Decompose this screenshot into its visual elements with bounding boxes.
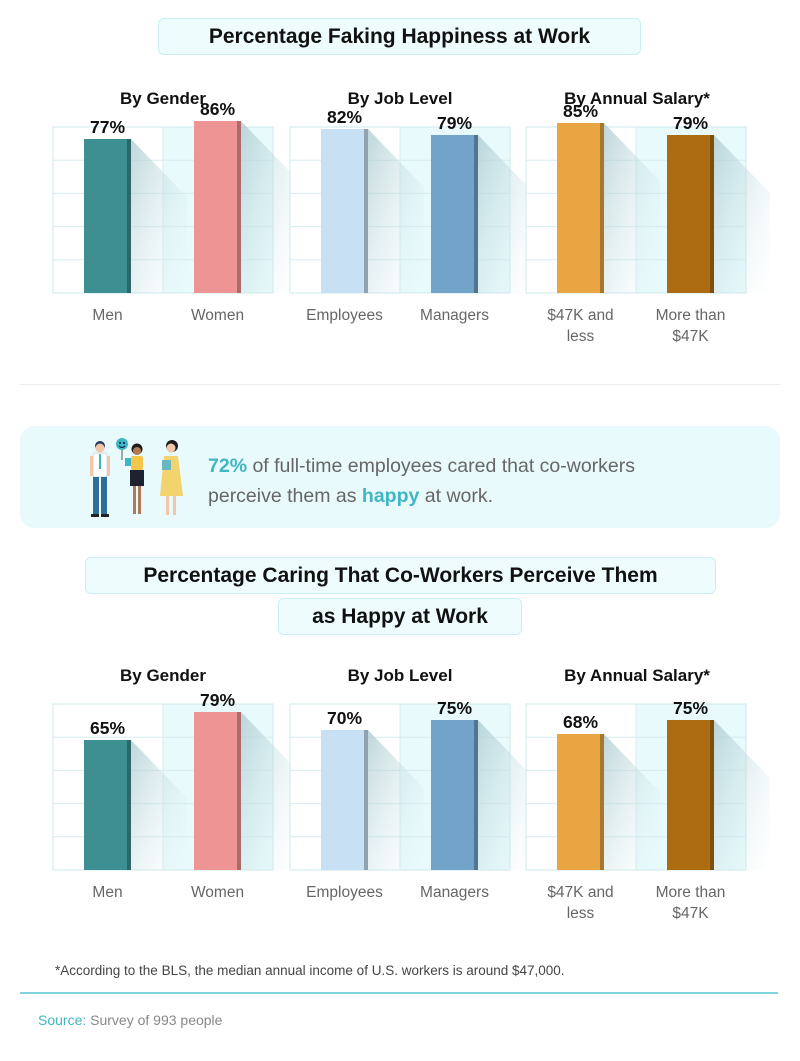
chart2-subtitle-gender: By Gender	[120, 666, 206, 685]
chart1-bar-shadow-0-1	[241, 121, 297, 293]
chart1-category-label-0-1: Women	[191, 307, 244, 324]
chart1-category-label-0-0: Men	[92, 307, 122, 324]
chart2-value-label-0-0: 65%	[90, 718, 125, 738]
callout-text: 72% of full-time employees cared that co…	[208, 451, 635, 511]
chart1-bar-1-1	[431, 135, 478, 293]
chart2-bar-shadow-1-1	[478, 720, 534, 870]
chart2-category-label-0-1: Women	[191, 884, 244, 901]
chart2-bar-0-0	[84, 740, 131, 870]
chart2-bar-shadow-0-1	[241, 712, 297, 870]
chart2-bar-1-1	[431, 720, 478, 870]
callout-text-b: perceive them as	[208, 485, 362, 507]
chart2-bar-2-1	[667, 720, 714, 870]
chart2-category-label-0-0: Men	[92, 884, 122, 901]
chart1-bar-0-0	[84, 139, 131, 293]
chart1-subtitle-job-level: By Job Level	[347, 89, 453, 108]
chart2-bar-1-0	[321, 730, 368, 870]
chart1-bar-edge-1-0	[364, 129, 368, 293]
callout-highlight: happy	[361, 485, 420, 507]
chart1-category-label-1-0: Employees	[306, 307, 383, 324]
chart2-bar-edge-0-1	[237, 712, 241, 870]
source-divider	[20, 992, 778, 994]
chart1-category-label-2-0: $47K and less	[547, 307, 613, 345]
source-label: Source:	[38, 1012, 87, 1028]
chart1-bar-shadow-1-0	[368, 129, 424, 293]
chart1-bar-edge-0-0	[127, 139, 131, 293]
chart1-bar-edge-2-1	[710, 135, 714, 293]
chart1-value-label-2-1: 79%	[673, 113, 708, 133]
chart2-bar-shadow-1-0	[368, 730, 424, 870]
callout-percent: 72%	[208, 455, 248, 477]
callout-text-c: at work.	[419, 485, 494, 507]
chart2-bar-edge-2-0	[600, 734, 604, 870]
chart2-bar-edge-1-1	[474, 720, 478, 870]
chart1-bar-edge-0-1	[237, 121, 241, 293]
chart2-category-label-1-0: Employees	[306, 884, 383, 901]
chart2-bar-edge-1-0	[364, 730, 368, 870]
source: Source: Survey of 993 people	[38, 1012, 222, 1028]
chart2-title-line2: as Happy at Work	[278, 598, 522, 635]
callout-text-a: of full-time employees cared that co-wor…	[247, 455, 636, 477]
chart2-plot: 65% Men 79% Women 70% Employees 75% Managers 68%…	[52, 690, 770, 922]
chart1-plot: 77% Men 86% Women 82% Employees 79% Managers 85%…	[52, 99, 770, 345]
chart1-bar-1-0	[321, 129, 368, 293]
chart2-value-label-2-1: 75%	[673, 698, 708, 718]
chart2-bar-shadow-2-1	[714, 720, 770, 870]
chart2-subtitle-job-level: By Job Level	[347, 666, 453, 685]
chart1-bar-2-0	[557, 123, 604, 293]
chart1-value-label-0-0: 77%	[90, 117, 125, 137]
chart2-bar-shadow-0-0	[131, 740, 187, 870]
chart1-title: Percentage Faking Happiness at Work	[158, 18, 641, 55]
chart2-title-line1: Percentage Caring That Co-Workers Percei…	[85, 557, 716, 594]
chart1-bar-shadow-0-0	[131, 139, 187, 293]
chart1-category-label-2-1: More than $47K	[656, 307, 726, 345]
chart1-value-label-1-1: 79%	[437, 113, 472, 133]
chart1-bar-0-1	[194, 121, 241, 293]
chart1-value-label-2-0: 85%	[563, 101, 598, 121]
footnote: *According to the BLS, the median annual…	[55, 963, 565, 978]
chart2-subtitle-salary: By Annual Salary*	[564, 666, 710, 685]
chart2-bar-edge-2-1	[710, 720, 714, 870]
chart1-bar-shadow-1-1	[478, 135, 534, 293]
chart1-bar-edge-1-1	[474, 135, 478, 293]
chart2-value-label-1-1: 75%	[437, 698, 472, 718]
chart2-bar-shadow-2-0	[604, 734, 660, 870]
chart1-bar-shadow-2-1	[714, 135, 770, 293]
chart2-bar-2-0	[557, 734, 604, 870]
section-divider	[20, 384, 780, 385]
chart2-value-label-1-0: 70%	[327, 708, 362, 728]
chart2-bar-edge-0-0	[127, 740, 131, 870]
chart2-bar-0-1	[194, 712, 241, 870]
chart1-subtitle-gender: By Gender	[120, 89, 206, 108]
chart1-category-label-1-1: Managers	[420, 307, 489, 324]
chart1-bar-shadow-2-0	[604, 123, 660, 293]
chart1-bar-edge-2-0	[600, 123, 604, 293]
chart2-value-label-2-0: 68%	[563, 712, 598, 732]
chart2-category-label-2-0: $47K and less	[547, 884, 613, 922]
chart1-subtitle-salary: By Annual Salary*	[564, 89, 710, 108]
chart1-value-label-0-1: 86%	[200, 99, 235, 119]
chart1-value-label-1-0: 82%	[327, 107, 362, 127]
source-text: Survey of 993 people	[86, 1012, 223, 1028]
chart1-bar-2-1	[667, 135, 714, 293]
callout-box	[20, 426, 780, 528]
people-illustration-icon	[90, 438, 183, 517]
chart2-category-label-2-1: More than $47K	[656, 884, 726, 922]
chart2-category-label-1-1: Managers	[420, 884, 489, 901]
chart2-value-label-0-1: 79%	[200, 690, 235, 710]
